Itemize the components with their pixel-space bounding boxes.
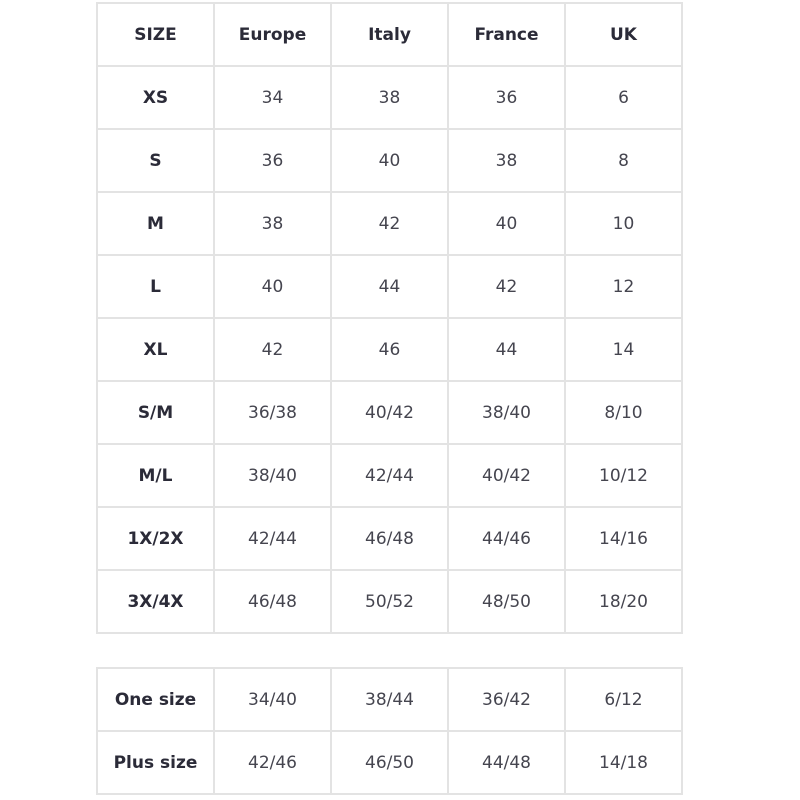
size-value-cell: 40 (330, 128, 449, 193)
size-value-cell: 42 (213, 317, 332, 382)
size-value-cell: 36/38 (213, 380, 332, 445)
size-value-cell: 44 (330, 254, 449, 319)
size-value-cell: 36 (447, 65, 566, 130)
size-value-cell: 14 (564, 317, 683, 382)
size-value-cell: 42/46 (213, 730, 332, 795)
table-row: L 40 44 42 12 (96, 254, 683, 319)
table-row: M 38 42 40 10 (96, 191, 683, 256)
table-row: Plus size 42/46 46/50 44/48 14/18 (96, 730, 683, 795)
size-value-cell: 44 (447, 317, 566, 382)
size-value-cell: 46/48 (213, 569, 332, 634)
size-value-cell: 48/50 (447, 569, 566, 634)
size-value-cell: 6 (564, 65, 683, 130)
table-row: S 36 40 38 8 (96, 128, 683, 193)
size-value-cell: 36 (213, 128, 332, 193)
size-value-cell: 50/52 (330, 569, 449, 634)
table-row: S/M 36/38 40/42 38/40 8/10 (96, 380, 683, 445)
size-label-cell: M/L (96, 443, 215, 508)
size-label-cell: 3X/4X (96, 569, 215, 634)
size-value-cell: 42 (447, 254, 566, 319)
size-value-cell: 34 (213, 65, 332, 130)
size-label-cell: S (96, 128, 215, 193)
size-label-cell: One size (96, 667, 215, 732)
extra-sizes-table: One size 34/40 38/44 36/42 6/12 Plus size 42/4… (96, 667, 683, 795)
size-value-cell: 46 (330, 317, 449, 382)
size-value-cell: 40/42 (447, 443, 566, 508)
size-label-cell: M (96, 191, 215, 256)
size-value-cell: 46/48 (330, 506, 449, 571)
size-value-cell: 42 (330, 191, 449, 256)
size-label-cell: Plus size (96, 730, 215, 795)
size-value-cell: 10 (564, 191, 683, 256)
column-header: Europe (213, 2, 332, 67)
size-chart-table: SIZE Europe Italy France UK XS 34 38 36 6 S 36 40 38 8… (96, 2, 683, 634)
column-header: Italy (330, 2, 449, 67)
table-row: 3X/4X 46/48 50/52 48/50 18/20 (96, 569, 683, 634)
size-value-cell: 38/44 (330, 667, 449, 732)
size-value-cell: 40/42 (330, 380, 449, 445)
size-label-cell: XL (96, 317, 215, 382)
size-value-cell: 38/40 (447, 380, 566, 445)
size-value-cell: 14/16 (564, 506, 683, 571)
table-row: M/L 38/40 42/44 40/42 10/12 (96, 443, 683, 508)
size-value-cell: 6/12 (564, 667, 683, 732)
size-value-cell: 8 (564, 128, 683, 193)
table-row: One size 34/40 38/44 36/42 6/12 (96, 667, 683, 732)
size-label-cell: S/M (96, 380, 215, 445)
size-value-cell: 40 (447, 191, 566, 256)
size-value-cell: 36/42 (447, 667, 566, 732)
size-value-cell: 44/48 (447, 730, 566, 795)
size-value-cell: 18/20 (564, 569, 683, 634)
size-value-cell: 10/12 (564, 443, 683, 508)
size-value-cell: 38 (330, 65, 449, 130)
size-value-cell: 46/50 (330, 730, 449, 795)
size-value-cell: 42/44 (213, 506, 332, 571)
header-row: SIZE Europe Italy France UK (96, 2, 683, 67)
column-header: SIZE (96, 2, 215, 67)
column-header: France (447, 2, 566, 67)
size-label-cell: XS (96, 65, 215, 130)
table-row: XS 34 38 36 6 (96, 65, 683, 130)
column-header: UK (564, 2, 683, 67)
size-value-cell: 38 (447, 128, 566, 193)
size-value-cell: 34/40 (213, 667, 332, 732)
size-value-cell: 38/40 (213, 443, 332, 508)
size-value-cell: 44/46 (447, 506, 566, 571)
table-row: 1X/2X 42/44 46/48 44/46 14/16 (96, 506, 683, 571)
size-value-cell: 42/44 (330, 443, 449, 508)
size-value-cell: 38 (213, 191, 332, 256)
size-value-cell: 8/10 (564, 380, 683, 445)
size-label-cell: L (96, 254, 215, 319)
table-row: XL 42 46 44 14 (96, 317, 683, 382)
size-value-cell: 40 (213, 254, 332, 319)
size-value-cell: 14/18 (564, 730, 683, 795)
size-label-cell: 1X/2X (96, 506, 215, 571)
size-value-cell: 12 (564, 254, 683, 319)
